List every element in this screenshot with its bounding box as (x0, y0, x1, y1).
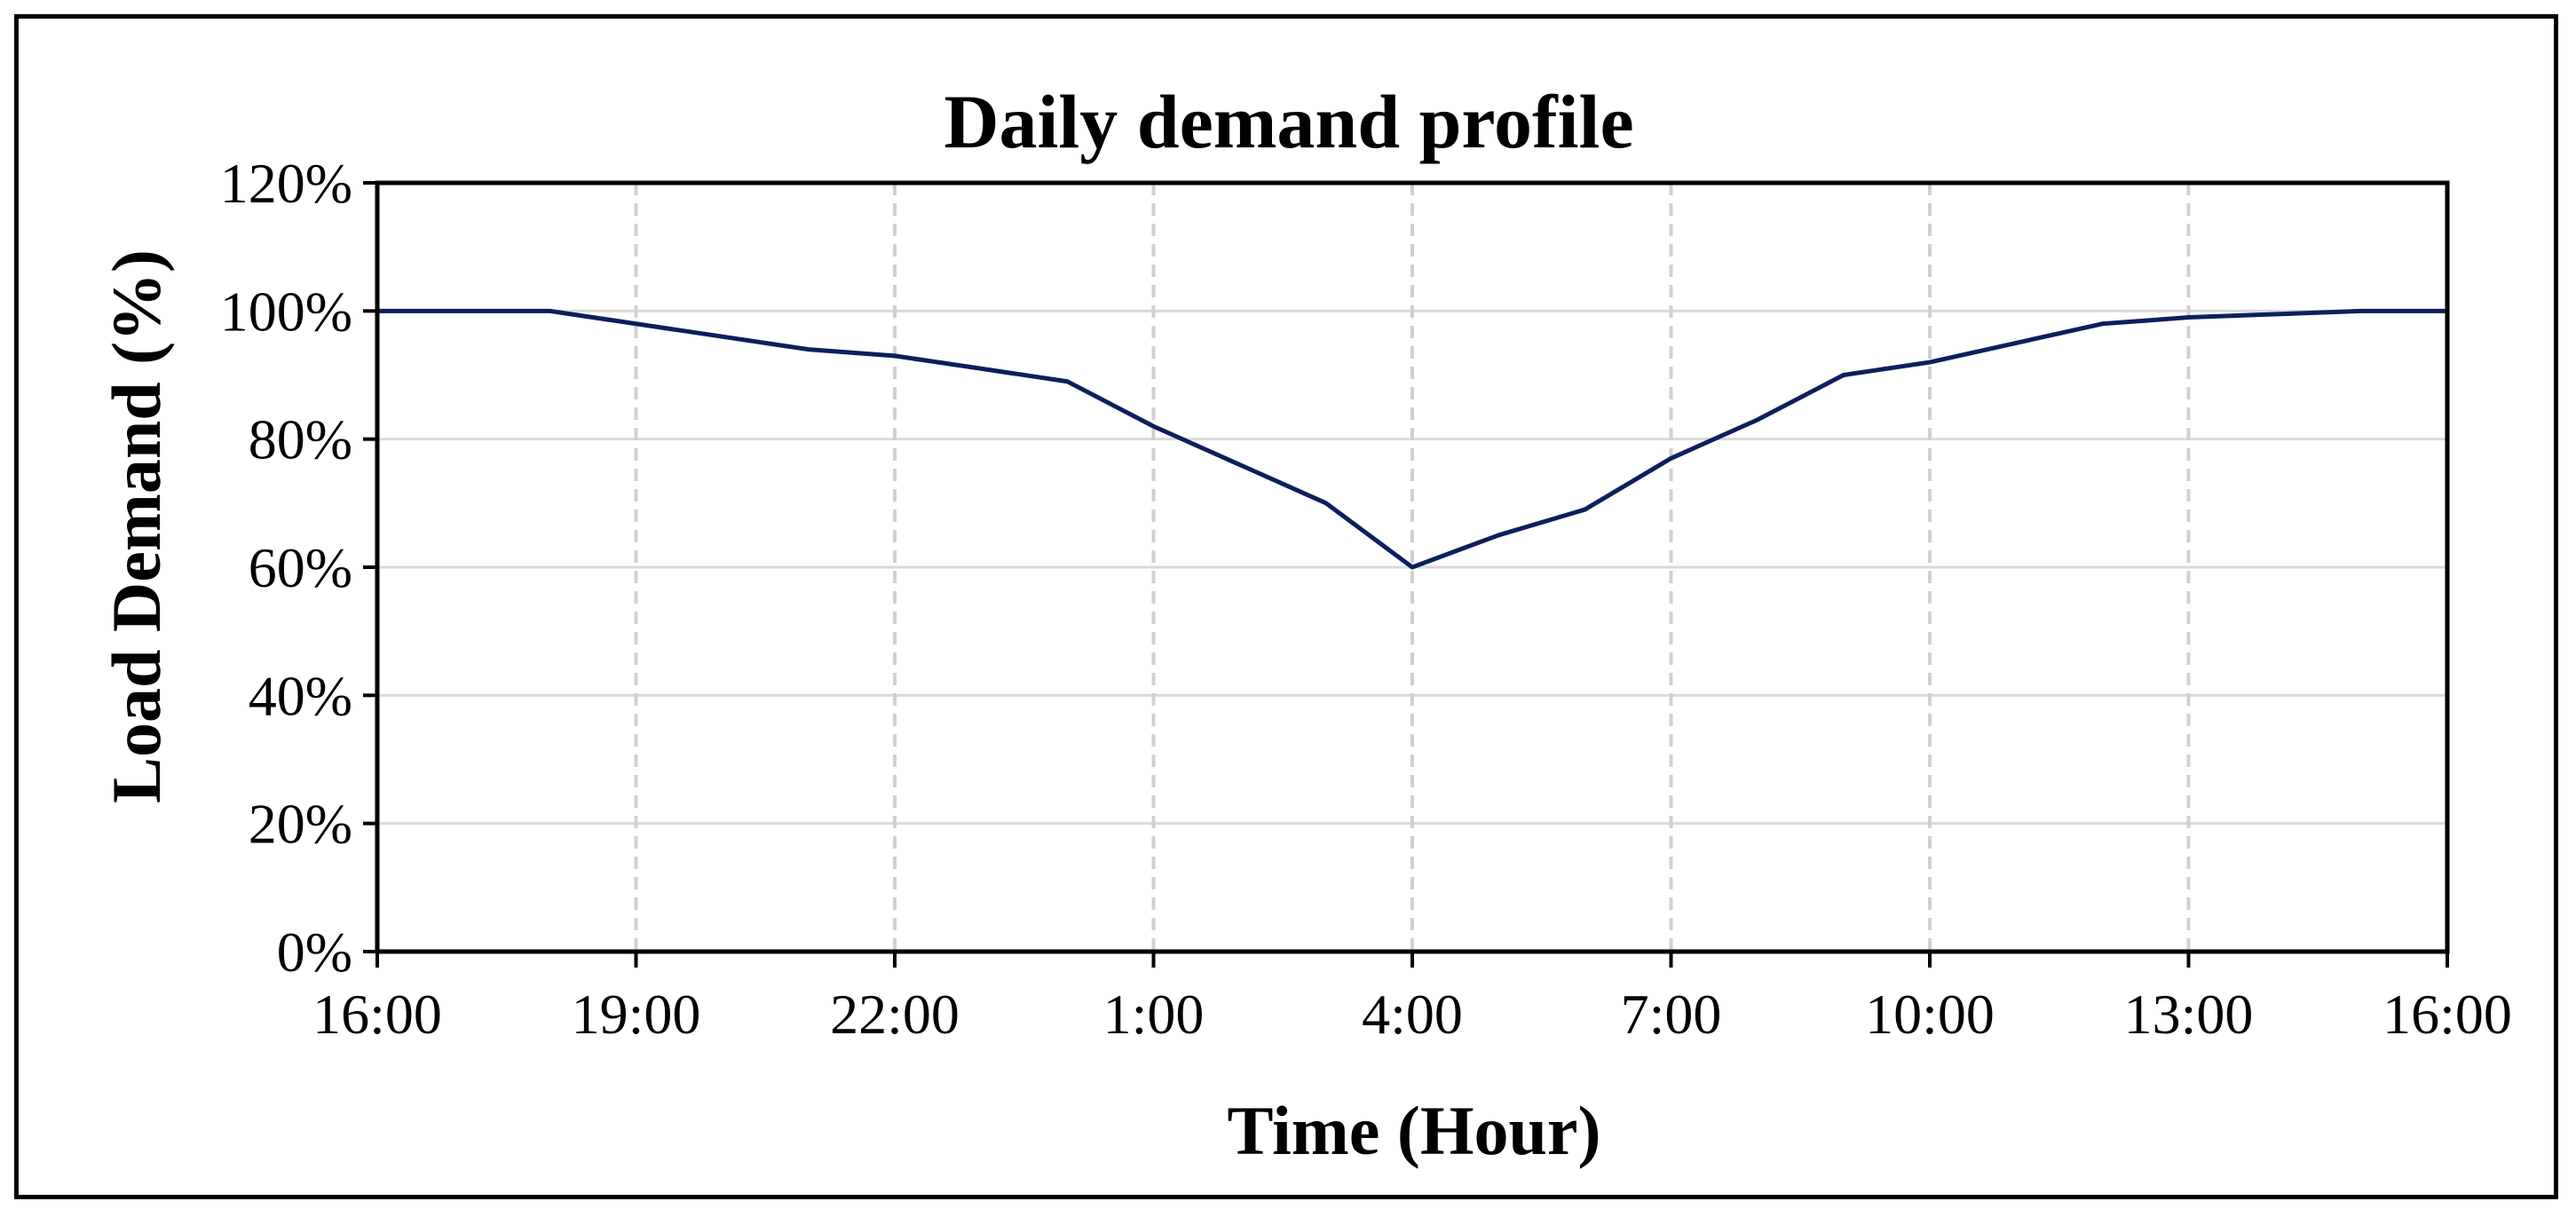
y-axis: 0% 20% 40% 60% 80% 100% 120% (220, 152, 377, 984)
x-axis-title: Time (Hour) (1227, 1092, 1600, 1169)
x-tick-label: 13:00 (2124, 983, 2254, 1046)
series-layer (377, 308, 2447, 570)
x-tick-label: 16:00 (312, 983, 442, 1046)
y-tick-label: 80% (249, 408, 352, 471)
chart-frame (14, 14, 2558, 1199)
y-tick-label: 120% (220, 152, 352, 215)
x-tick-label: 4:00 (1362, 983, 1463, 1046)
y-tick-label: 40% (249, 664, 352, 727)
x-tick-label: 1:00 (1103, 983, 1205, 1046)
y-axis-title: Load Demand (%) (98, 249, 175, 803)
grid (377, 183, 2447, 952)
x-tick-label: 22:00 (830, 983, 960, 1046)
x-axis: 16:00 19:00 22:00 1:00 4:00 7:00 10:00 13:00 16:… (312, 952, 2512, 1046)
y-tick-label: 20% (249, 793, 352, 856)
y-tick-label: 60% (249, 536, 352, 599)
x-tick-label: 19:00 (572, 983, 701, 1046)
x-tick-label: 16:00 (2382, 983, 2512, 1046)
y-tick-label: 100% (220, 280, 352, 343)
series-line (377, 308, 2447, 570)
x-tick-label: 7:00 (1621, 983, 1722, 1046)
chart-title: Daily demand profile (944, 79, 1633, 164)
x-tick-label: 10:00 (1865, 983, 1995, 1046)
y-tick-label: 0% (277, 921, 352, 984)
